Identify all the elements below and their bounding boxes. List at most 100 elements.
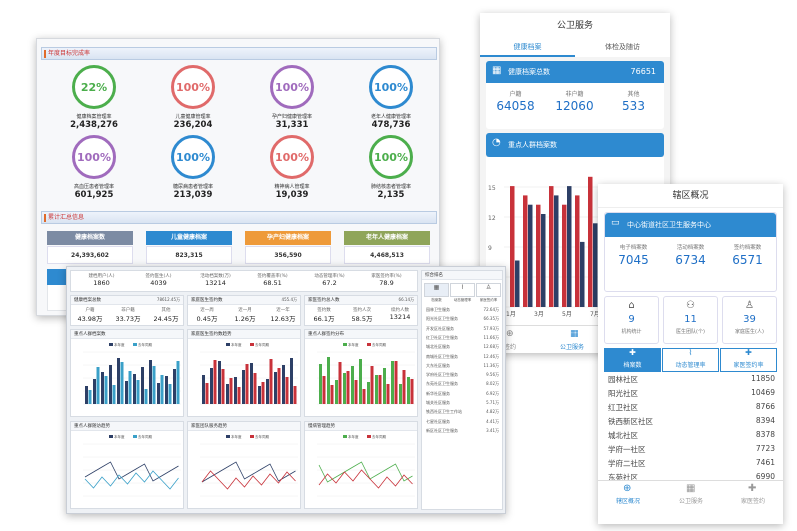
ranking-value: 4.82万: [486, 409, 499, 415]
tab-label[interactable]: 动态管理率: [675, 362, 706, 369]
x-tick: 7月: [590, 311, 600, 318]
circle-label: 高血压患者管理率: [73, 184, 114, 190]
stat-label: 电子档案数: [619, 245, 648, 251]
progress-circle: 22%: [72, 65, 116, 109]
bar: [394, 361, 398, 404]
district-name: 城北社区: [608, 431, 638, 440]
tile-value: 9: [628, 314, 635, 325]
district-row[interactable]: 城北社区 8378: [598, 430, 783, 447]
chart-panel: 家庭医生签约数趋势 本年度 去年同期: [187, 329, 301, 417]
bottom-nav: ⊕ 辖区概况 ▦ 公卫服务 ✚ 家医签约: [598, 480, 783, 524]
breakdown-value: 64058: [496, 99, 535, 113]
tab-label[interactable]: 档案数: [623, 362, 642, 369]
circle-value: 478,736: [371, 120, 411, 130]
bar: [351, 366, 354, 404]
district-row[interactable]: 阳光社区 10469: [598, 388, 783, 405]
district-row[interactable]: 东苑社区 6990: [598, 472, 783, 489]
legend-swatch: [226, 343, 230, 346]
summary-item-value: 1.26万: [234, 315, 256, 323]
district-icon[interactable]: ⊕: [623, 483, 632, 494]
summary-card-value: 356,590: [245, 246, 331, 264]
nav-sign[interactable]: 签约: [504, 344, 517, 351]
summary-item: 非户籍 33.73万: [109, 307, 147, 323]
breakdown-value: 533: [622, 99, 645, 113]
legend-swatch: [250, 435, 254, 438]
chart-title: 慢病管理趋势: [305, 422, 417, 431]
bar: [370, 366, 374, 404]
rank-tab[interactable]: [662, 348, 719, 372]
series-line: [201, 470, 296, 490]
district-row[interactable]: 铁西新区社区 8394: [598, 416, 783, 433]
kpi-value: 68.51: [263, 279, 282, 287]
district-row[interactable]: 学府二社区 7461: [598, 458, 783, 475]
district-row[interactable]: 学府一社区 7723: [598, 444, 783, 461]
progress-circle: 100%: [72, 135, 116, 179]
chart-title: 重点人群档案数: [71, 330, 183, 339]
bar: [242, 370, 245, 404]
bar: [250, 363, 253, 404]
page-title: 辖区概况: [598, 184, 783, 208]
circle-label: 肺结核患者管理率: [370, 184, 411, 190]
summary-item-value: 33.73万: [115, 315, 141, 323]
bar: [335, 380, 338, 404]
circle-label: 儿童健康管理率: [175, 114, 211, 120]
kpi: 活动档案数(万) 13214: [187, 273, 244, 287]
bar-series-a: [562, 204, 567, 307]
district-value: 7461: [755, 458, 775, 467]
mini-chart: 本年度 去年同期: [200, 434, 298, 497]
doctor-icon[interactable]: ✚: [748, 483, 757, 494]
progress-circle: 100%: [171, 135, 215, 179]
nav-service[interactable]: 公卫服务: [560, 344, 585, 351]
tile: [663, 296, 718, 344]
pie-icon: ◔: [492, 137, 501, 148]
ranking-value: 5.71万: [486, 400, 499, 405]
tab-health-records[interactable]: 健康档案: [480, 39, 575, 57]
nav-doctor[interactable]: 家医签约: [741, 498, 766, 505]
ranking-tab-icon[interactable]: ♙: [476, 283, 501, 297]
circle-value: 213,039: [173, 190, 213, 200]
district-value: 10469: [751, 388, 775, 397]
bar: [378, 375, 382, 404]
bar-series-b: [554, 195, 559, 307]
tab-checkup[interactable]: 体检及随访: [575, 39, 670, 57]
bar: [152, 366, 156, 404]
circle-label: 精神病人管理率: [274, 184, 310, 190]
service-icon[interactable]: ▦: [570, 329, 579, 339]
kpi: 动态管理率(%) 67.2: [301, 273, 358, 287]
y-tick: 12: [488, 215, 496, 222]
district-row[interactable]: 红卫社区 8766: [598, 402, 783, 419]
ranking-name: 城关社区服务: [426, 400, 450, 405]
district-name: 阳光社区: [608, 389, 638, 398]
ranking-tab-label[interactable]: 档案数: [431, 298, 442, 302]
bar-series-b: [541, 214, 546, 307]
circle-value: 2,135: [377, 190, 405, 200]
tab-icon: ✚: [629, 348, 636, 357]
key-groups-card: ◔ 重点人群档案数: [486, 133, 664, 157]
rank-tab[interactable]: [604, 348, 661, 372]
bar: [173, 369, 176, 404]
ranking-tab-label[interactable]: 动态管理率: [453, 298, 472, 302]
ranking-name: 大东社区服务: [426, 362, 450, 368]
ranking-tab-icon[interactable]: ⌇: [450, 283, 475, 297]
rank-tab[interactable]: [720, 348, 777, 372]
service-icon[interactable]: ▦: [686, 483, 696, 494]
nav-district[interactable]: 辖区概况: [616, 498, 641, 505]
bar: [93, 379, 96, 404]
summary-card-title: 儿童健康档案: [146, 231, 232, 245]
bar: [144, 389, 148, 404]
tab-label[interactable]: 家医签约率: [733, 362, 764, 369]
bar: [112, 385, 116, 404]
x-tick: 3月: [534, 311, 544, 318]
nav-service[interactable]: 公卫服务: [679, 498, 704, 505]
tile-icon: ⌂: [628, 300, 635, 311]
desktop-dashboard: 建档用户(人) 1860 签约医生(人) 4039 活动档案数(万) 13214 签约覆盖率…: [66, 266, 506, 514]
district-row[interactable]: 园林社区 11850: [598, 374, 783, 391]
records-total: 76651: [630, 67, 656, 76]
bar-series-a: [588, 176, 593, 307]
ranking-tab-label[interactable]: 家医签约率: [479, 298, 498, 302]
ranking-tab-icon[interactable]: ▦: [424, 283, 449, 297]
summary-item-value: 13214: [389, 313, 411, 321]
district-value: 7723: [755, 444, 775, 453]
series-line: [201, 461, 296, 483]
sign-icon[interactable]: ⊕: [506, 329, 514, 339]
